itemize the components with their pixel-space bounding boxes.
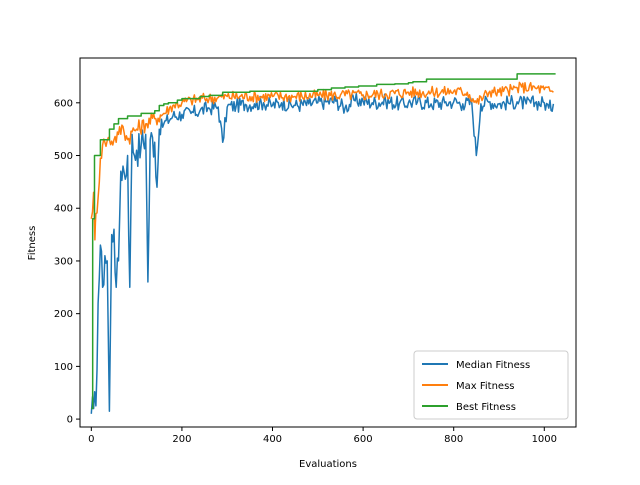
legend-label: Median Fitness xyxy=(456,360,530,371)
y-tick-label: 600 xyxy=(54,98,73,109)
series-layer xyxy=(90,73,556,414)
x-tick-label: 800 xyxy=(444,434,463,445)
series-line-best-fitness xyxy=(91,73,556,410)
x-tick-label: 0 xyxy=(88,434,94,445)
x-tick-label: 400 xyxy=(263,434,282,445)
y-axis: 0 100 200 300 400 500 600 xyxy=(54,98,80,426)
x-tick-label: 600 xyxy=(354,434,373,445)
x-axis: 0 200 400 600 800 1000 xyxy=(88,427,557,445)
legend-box xyxy=(413,350,569,420)
plot-frame xyxy=(79,57,577,428)
legend-label: Best Fitness xyxy=(456,402,516,413)
y-tick-label: 0 xyxy=(67,415,73,426)
series-line-median-fitness xyxy=(90,92,555,414)
y-axis-label: Fitness xyxy=(27,226,38,261)
y-tick-label: 500 xyxy=(54,151,73,162)
x-axis-label: Evaluations xyxy=(299,459,357,470)
series-line-max-fitness xyxy=(90,81,554,241)
x-tick-label: 1000 xyxy=(532,434,557,445)
legend: Median Fitness Max Fitness Best Fitness xyxy=(413,350,569,420)
y-tick-label: 100 xyxy=(54,362,73,373)
x-tick-label: 200 xyxy=(172,434,191,445)
y-tick-label: 300 xyxy=(54,256,73,267)
legend-label: Max Fitness xyxy=(456,381,515,392)
y-tick-label: 200 xyxy=(54,309,73,320)
y-tick-label: 400 xyxy=(54,204,73,215)
